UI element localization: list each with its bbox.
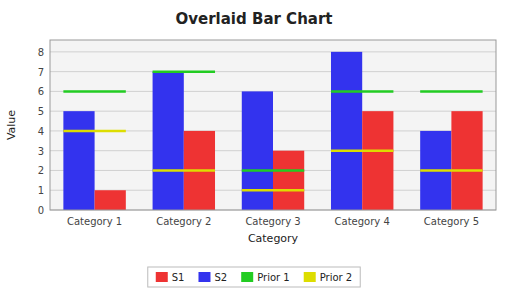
title: Overlaid Bar Chart <box>175 10 332 28</box>
prior-line <box>331 149 393 152</box>
y-tick-label: 7 <box>38 67 44 78</box>
prior-line <box>242 169 304 172</box>
x-tick-label: Category 4 <box>335 216 390 227</box>
legend-swatch <box>156 272 168 282</box>
prior-line <box>153 169 215 172</box>
y-tick-label: 2 <box>38 165 44 176</box>
grid-line <box>50 71 496 72</box>
legend-swatch <box>198 272 210 282</box>
legend: S1 S2 Prior 1 Prior 2 <box>148 267 360 287</box>
prior-line <box>63 90 125 93</box>
y-tick-label: 1 <box>38 185 44 196</box>
prior-line <box>420 90 482 93</box>
prior-line <box>63 130 125 133</box>
x-tick-label: Category 2 <box>156 216 211 227</box>
x-axis-label: Category <box>248 232 299 245</box>
plot-frame <box>50 40 496 210</box>
bar <box>362 111 393 210</box>
bar <box>273 151 304 210</box>
grid-line <box>50 51 496 52</box>
legend-label: Prior 2 <box>320 272 353 283</box>
prior-line <box>420 169 482 172</box>
legend-box <box>148 267 360 287</box>
y-tick-label: 5 <box>38 106 44 117</box>
y-axis-label: Value <box>5 110 18 140</box>
y-tick-label: 8 <box>38 47 44 58</box>
grid-line <box>50 170 496 171</box>
x-tick-label: Category 3 <box>245 216 300 227</box>
bar <box>63 111 94 210</box>
plot-area <box>50 40 496 210</box>
legend-swatch <box>304 272 316 282</box>
legend-label: S1 <box>172 272 185 283</box>
y-tick-label: 4 <box>38 126 44 137</box>
bar <box>153 72 184 210</box>
y-tick-label: 6 <box>38 86 44 97</box>
prior-line <box>153 70 215 73</box>
x-tick-label: Category 1 <box>67 216 122 227</box>
y-tick-label: 0 <box>38 205 44 216</box>
chart: Overlaid Bar Chart 0 1 2 3 4 5 6 7 8 Category 1 Cat… <box>0 0 508 297</box>
legend-label: Prior 1 <box>257 272 290 283</box>
y-tick-label: 3 <box>38 146 44 157</box>
bar <box>95 190 126 210</box>
bar <box>331 52 362 210</box>
prior-line <box>331 90 393 93</box>
bar <box>242 91 273 210</box>
x-tick-label: Category 5 <box>424 216 479 227</box>
legend-swatch <box>241 272 253 282</box>
bar <box>451 111 482 210</box>
prior-line <box>242 189 304 192</box>
legend-label: S2 <box>214 272 227 283</box>
